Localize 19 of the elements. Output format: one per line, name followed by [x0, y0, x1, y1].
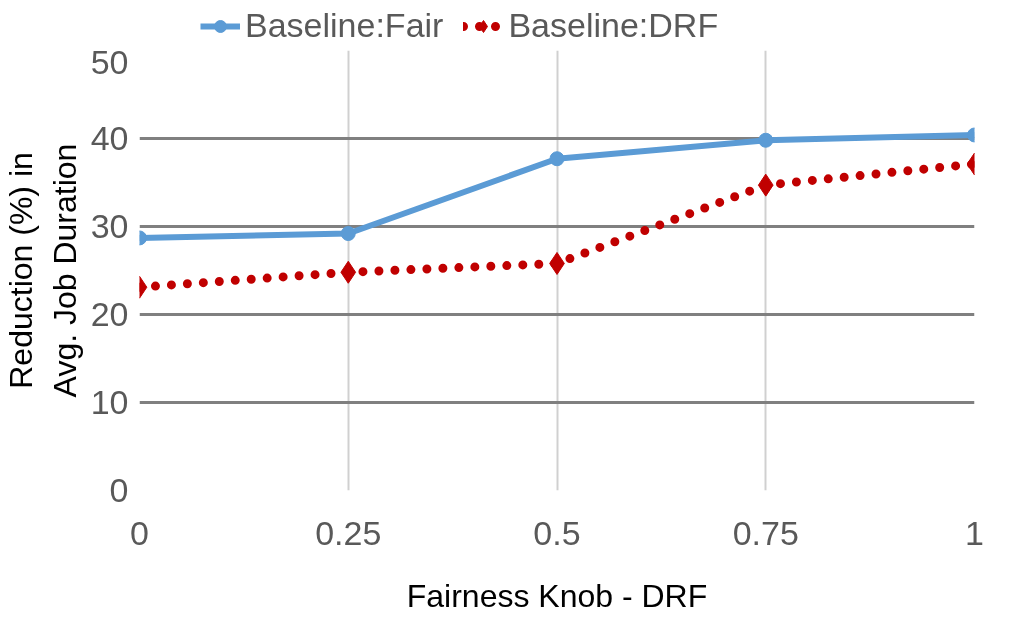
x-axis-title: Fairness Knob - DRF — [406, 577, 708, 614]
point — [549, 151, 565, 167]
point — [758, 132, 774, 148]
y-tick-label: 0 — [109, 471, 129, 509]
y-tick-label: 40 — [90, 119, 129, 157]
x-tick-label: 1 — [965, 513, 984, 552]
x-tick-label: 0.75 — [732, 513, 799, 552]
y-tick-label: 50 — [90, 42, 129, 81]
y-tick-label: 20 — [90, 295, 129, 333]
x-tick-label: 0.5 — [533, 513, 581, 552]
y-tick-label: 10 — [90, 383, 129, 421]
y-axis-title: Reduction (%) in Avg. Job Duration — [3, 143, 83, 398]
point — [340, 260, 357, 284]
point — [757, 173, 774, 197]
x-tick-label: 0.25 — [315, 513, 382, 552]
legend-label: Baseline:Fair — [245, 6, 444, 45]
y-tick-label: 30 — [90, 207, 129, 245]
legend-label: Baseline:DRF — [508, 6, 719, 45]
point — [340, 226, 356, 242]
